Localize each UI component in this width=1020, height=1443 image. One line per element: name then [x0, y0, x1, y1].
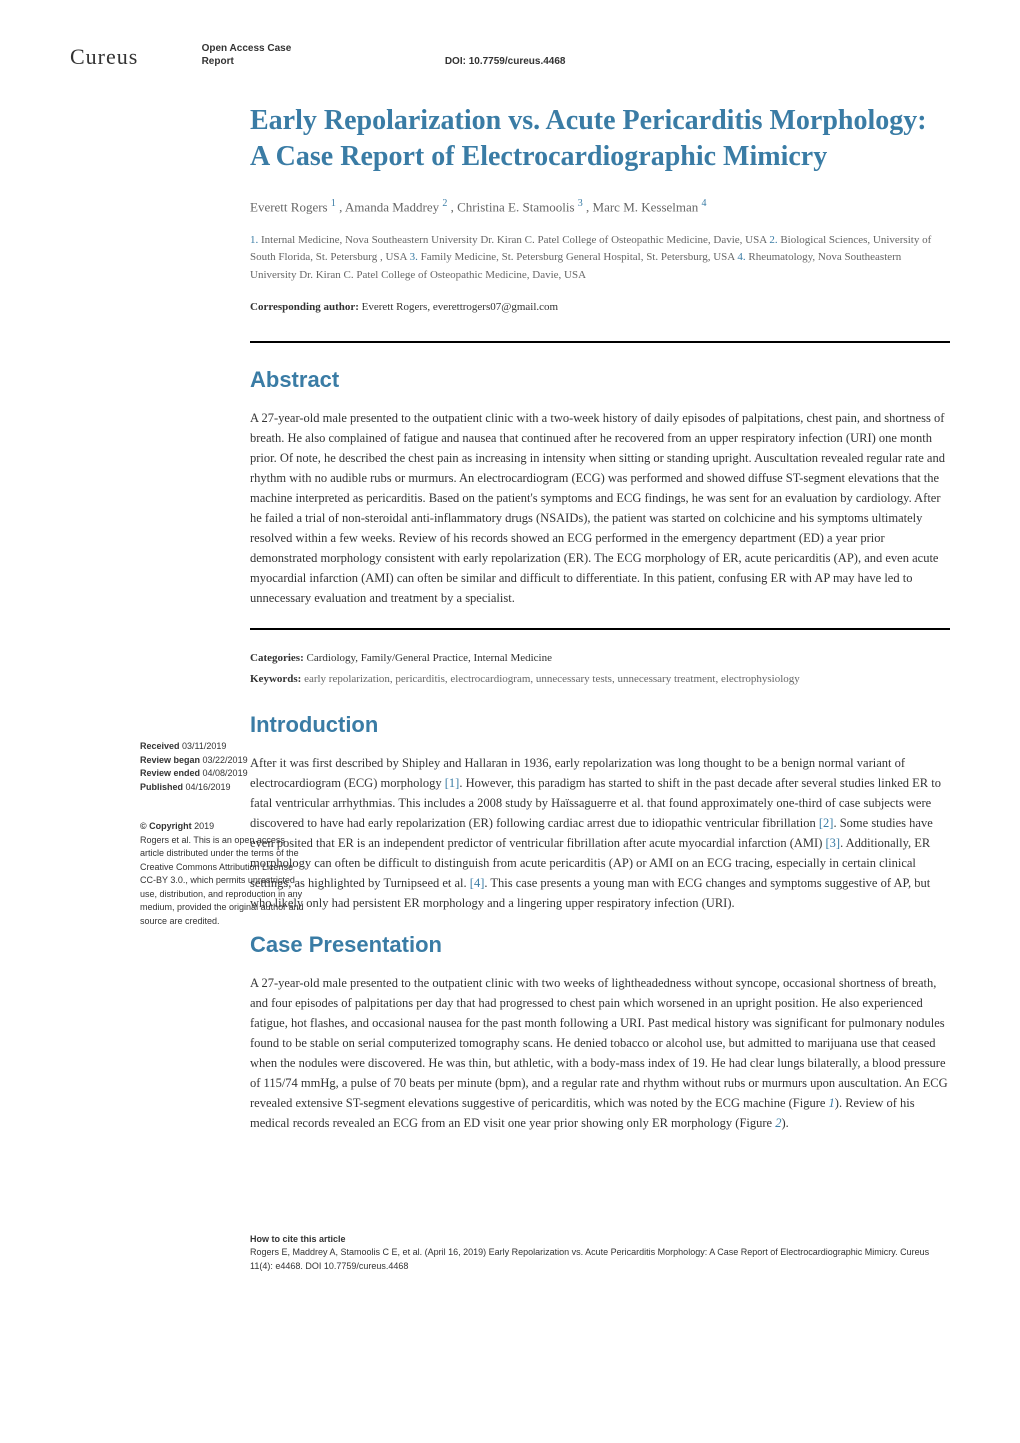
article-title: Early Repolarization vs. Acute Pericardi…	[250, 103, 950, 176]
received-row: Received 03/11/2019	[140, 740, 310, 754]
received-label: Received	[140, 741, 180, 751]
corresponding-value: Everett Rogers, everettrogers07@gmail.co…	[359, 301, 558, 313]
introduction-text: After it was first described by Shipley …	[250, 753, 950, 913]
abstract-text: A 27-year-old male presented to the outp…	[250, 408, 950, 608]
author-1-sup: 1	[331, 198, 336, 209]
copyright-row: © Copyright 2019	[140, 820, 310, 834]
corresponding-label: Corresponding author:	[250, 301, 359, 313]
ref-1[interactable]: [1]	[445, 776, 460, 790]
author-3: Christina E. Stamoolis	[457, 199, 574, 214]
aff-num-2: 2.	[769, 234, 777, 246]
copyright-text: Rogers et al. This is an open access art…	[140, 834, 310, 929]
received-date: 03/11/2019	[180, 741, 227, 751]
author-4-sup: 4	[702, 198, 707, 209]
cite-text: Rogers E, Maddrey A, Stamoolis C E, et a…	[250, 1246, 950, 1273]
aff-num-1: 1.	[250, 234, 258, 246]
review-began-label: Review began	[140, 755, 200, 765]
page-container: Cureus Open Access Case Report DOI: 10.7…	[70, 40, 950, 1273]
ref-2[interactable]: [2]	[819, 816, 834, 830]
sidebar-copyright: © Copyright 2019 Rogers et al. This is a…	[140, 820, 310, 928]
doi-label: DOI:	[445, 56, 466, 67]
review-ended-row: Review ended 04/08/2019	[140, 767, 310, 781]
case-part3: ).	[781, 1116, 788, 1130]
corresponding-author: Corresponding author: Everett Rogers, ev…	[250, 299, 950, 316]
authors-list: Everett Rogers 1 , Amanda Maddrey 2 , Ch…	[250, 196, 950, 217]
keywords: Keywords: early repolarization, pericard…	[250, 671, 950, 688]
case-part1: A 27-year-old male presented to the outp…	[250, 976, 948, 1110]
aff-num-4: 4.	[737, 251, 745, 263]
case-presentation-heading: Case Presentation	[250, 928, 950, 961]
published-date: 04/16/2019	[183, 782, 231, 792]
categories: Categories: Cardiology, Family/General P…	[250, 650, 950, 667]
header-row: Cureus Open Access Case Report DOI: 10.7…	[70, 40, 950, 73]
ref-3[interactable]: [3]	[825, 836, 840, 850]
categories-value: Cardiology, Family/General Practice, Int…	[304, 652, 552, 664]
review-ended-date: 04/08/2019	[200, 768, 248, 778]
copyright-label: © Copyright	[140, 821, 192, 831]
review-began-date: 03/22/2019	[200, 755, 248, 765]
author-2-sup: 2	[442, 198, 447, 209]
divider	[250, 341, 950, 343]
doi-value: 10.7759/cureus.4468	[469, 56, 566, 67]
review-began-row: Review began 03/22/2019	[140, 754, 310, 768]
footer-citation: How to cite this article Rogers E, Maddr…	[250, 1233, 950, 1274]
introduction-heading: Introduction	[250, 708, 950, 741]
divider	[250, 628, 950, 630]
published-label: Published	[140, 782, 183, 792]
ref-4[interactable]: [4]	[470, 876, 485, 890]
sidebar-dates: Received 03/11/2019 Review began 03/22/2…	[140, 740, 310, 794]
cite-label: How to cite this article	[250, 1234, 346, 1244]
copyright-year: 2019	[192, 821, 215, 831]
author-3-sup: 3	[578, 198, 583, 209]
published-row: Published 04/16/2019	[140, 781, 310, 795]
affiliations: 1. Internal Medicine, Nova Southeastern …	[250, 232, 950, 285]
aff-num-3: 3.	[410, 251, 418, 263]
abstract-heading: Abstract	[250, 363, 950, 396]
author-1: Everett Rogers	[250, 199, 328, 214]
journal-name: Cureus	[70, 40, 138, 73]
author-4: Marc M. Kesselman	[593, 199, 699, 214]
categories-label: Categories:	[250, 652, 304, 664]
review-ended-label: Review ended	[140, 768, 200, 778]
keywords-value: early repolarization, pericarditis, elec…	[301, 673, 799, 685]
keywords-label: Keywords:	[250, 673, 301, 685]
author-2: Amanda Maddrey	[345, 199, 439, 214]
article-type: Open Access Case Report	[202, 42, 322, 68]
aff-text-1: Internal Medicine, Nova Southeastern Uni…	[258, 234, 769, 246]
case-presentation-text: A 27-year-old male presented to the outp…	[250, 973, 950, 1133]
aff-text-3: Family Medicine, St. Petersburg General …	[418, 251, 737, 263]
doi: DOI: 10.7759/cureus.4468	[445, 54, 566, 69]
